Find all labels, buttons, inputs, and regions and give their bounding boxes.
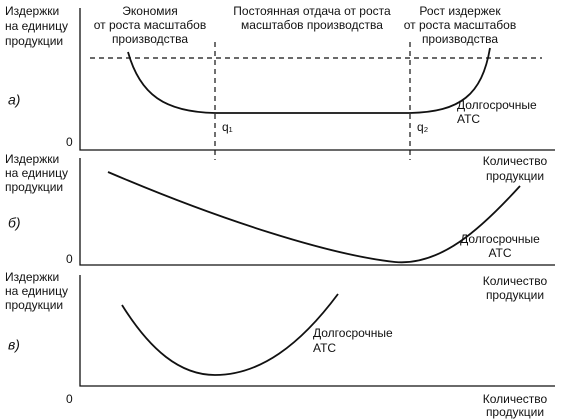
y-label: Издержки [5, 270, 59, 284]
y-label: продукции [5, 298, 63, 312]
curve-label: АТС [313, 341, 336, 355]
curve-label: Долгосрочные [313, 326, 393, 340]
y-label: на единицу [5, 19, 68, 33]
y-label: Издержки [5, 152, 59, 166]
panel-b: Издержки на единицу продукции б) 0 Долго… [5, 152, 555, 302]
x-label: продукции [486, 288, 544, 302]
curve-label: Долгосрочные [457, 98, 537, 112]
x-label: продукции [486, 169, 544, 183]
y-label: на единицу [5, 284, 68, 298]
origin: 0 [66, 252, 73, 266]
dashed-boundaries [214, 42, 411, 160]
atc-curve [127, 47, 491, 114]
point-label: q₂ [417, 120, 429, 134]
panel-a: Издержки на единицу продукции а) 0 Эконо… [5, 4, 555, 183]
region-label: производства [422, 32, 498, 46]
y-label: продукции [5, 180, 63, 194]
x-label: Количество [483, 274, 548, 288]
axes [79, 158, 555, 266]
region-label: масштабов производства [241, 18, 383, 32]
curve-label: Долгосрочные [460, 232, 540, 246]
region-label: от роста масштабов [94, 18, 206, 32]
point-label: q₁ [222, 120, 233, 134]
panel-letter: в) [8, 337, 20, 353]
curve-label: АТС [457, 112, 480, 126]
y-label: продукции [5, 34, 63, 48]
region-label: Рост издержек [419, 4, 501, 18]
axes [79, 8, 555, 151]
atc-curve [107, 171, 521, 264]
y-label: на единицу [5, 166, 68, 180]
curve-label: АТС [488, 246, 511, 260]
x-label: продукции [486, 405, 544, 419]
atc-curve [121, 293, 339, 376]
x-label: Количество [483, 392, 548, 406]
region-label: Экономия [122, 4, 177, 18]
origin: 0 [66, 392, 73, 406]
region-label: Постоянная отдача от роста [233, 4, 391, 18]
region-label: от роста масштабов [404, 18, 516, 32]
panel-c: Издержки на единицу продукции в) 0 Долго… [5, 270, 555, 419]
x-label: Количество [483, 154, 548, 168]
panel-letter: б) [8, 215, 21, 231]
y-label: Издержки [5, 4, 59, 18]
region-label: производства [112, 32, 188, 46]
origin: 0 [66, 135, 73, 149]
panel-letter: а) [8, 92, 20, 108]
axes [79, 275, 555, 387]
